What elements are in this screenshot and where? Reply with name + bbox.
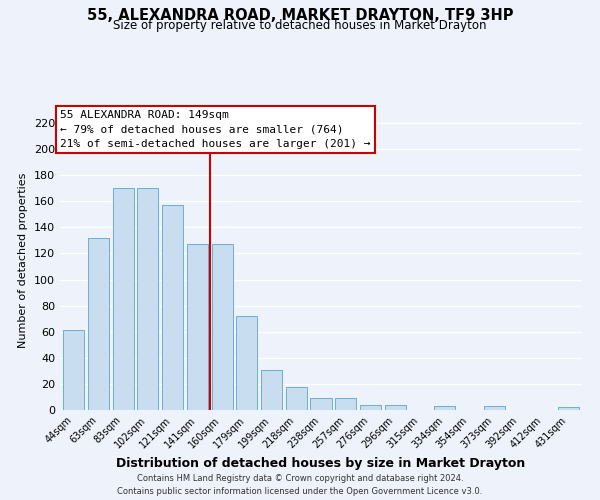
Text: Distribution of detached houses by size in Market Drayton: Distribution of detached houses by size … bbox=[116, 458, 526, 470]
Y-axis label: Number of detached properties: Number of detached properties bbox=[19, 172, 28, 348]
Bar bbox=[137, 188, 158, 410]
Bar bbox=[63, 330, 84, 410]
Text: Size of property relative to detached houses in Market Drayton: Size of property relative to detached ho… bbox=[113, 19, 487, 32]
Bar bbox=[335, 398, 356, 410]
Bar bbox=[88, 238, 109, 410]
Bar bbox=[484, 406, 505, 410]
Bar bbox=[360, 405, 381, 410]
Bar bbox=[162, 205, 183, 410]
Bar bbox=[261, 370, 282, 410]
Text: 55, ALEXANDRA ROAD, MARKET DRAYTON, TF9 3HP: 55, ALEXANDRA ROAD, MARKET DRAYTON, TF9 … bbox=[87, 8, 513, 22]
Bar bbox=[434, 406, 455, 410]
Text: Contains HM Land Registry data © Crown copyright and database right 2024.
Contai: Contains HM Land Registry data © Crown c… bbox=[118, 474, 482, 496]
Bar bbox=[310, 398, 332, 410]
Bar bbox=[187, 244, 208, 410]
Bar bbox=[212, 244, 233, 410]
Bar bbox=[385, 405, 406, 410]
Text: 55 ALEXANDRA ROAD: 149sqm
← 79% of detached houses are smaller (764)
21% of semi: 55 ALEXANDRA ROAD: 149sqm ← 79% of detac… bbox=[60, 110, 371, 149]
Bar bbox=[286, 386, 307, 410]
Bar bbox=[113, 188, 134, 410]
Bar bbox=[236, 316, 257, 410]
Bar bbox=[558, 408, 579, 410]
